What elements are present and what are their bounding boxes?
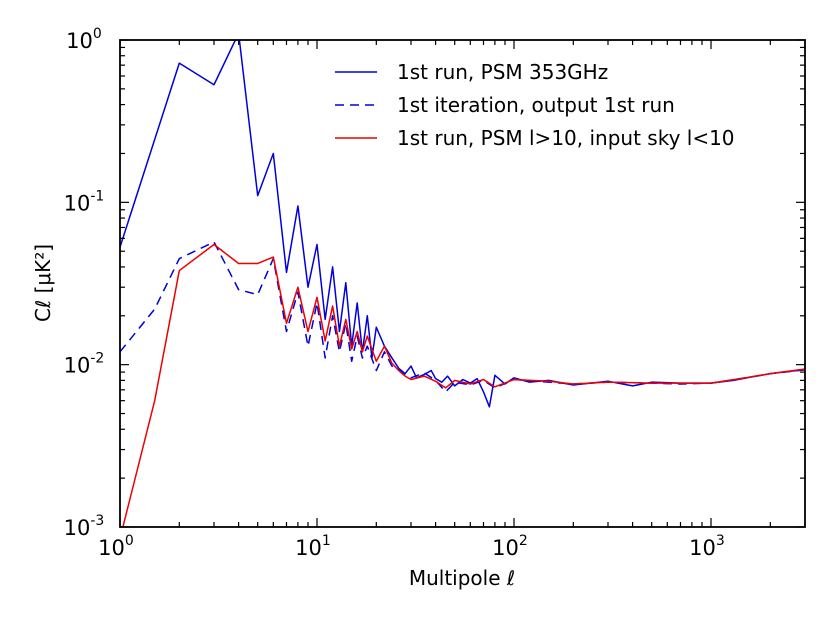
legend-label-2: 1st iteration, output 1st run	[397, 93, 675, 117]
legend-label-1: 1st run, PSM 353GHz	[397, 60, 608, 84]
series-layer	[120, 40, 805, 527]
x-axis-label: Multipole ℓ	[409, 566, 515, 590]
legend: 1st run, PSM 353GHz 1st iteration, output…	[335, 60, 735, 150]
series-line-3	[122, 243, 805, 527]
plot-frame	[119, 39, 806, 528]
y-axis-label: Cℓ [μK²]	[31, 244, 55, 322]
legend-label-3: 1st run, PSM l>10, input sky l<10	[397, 126, 735, 150]
